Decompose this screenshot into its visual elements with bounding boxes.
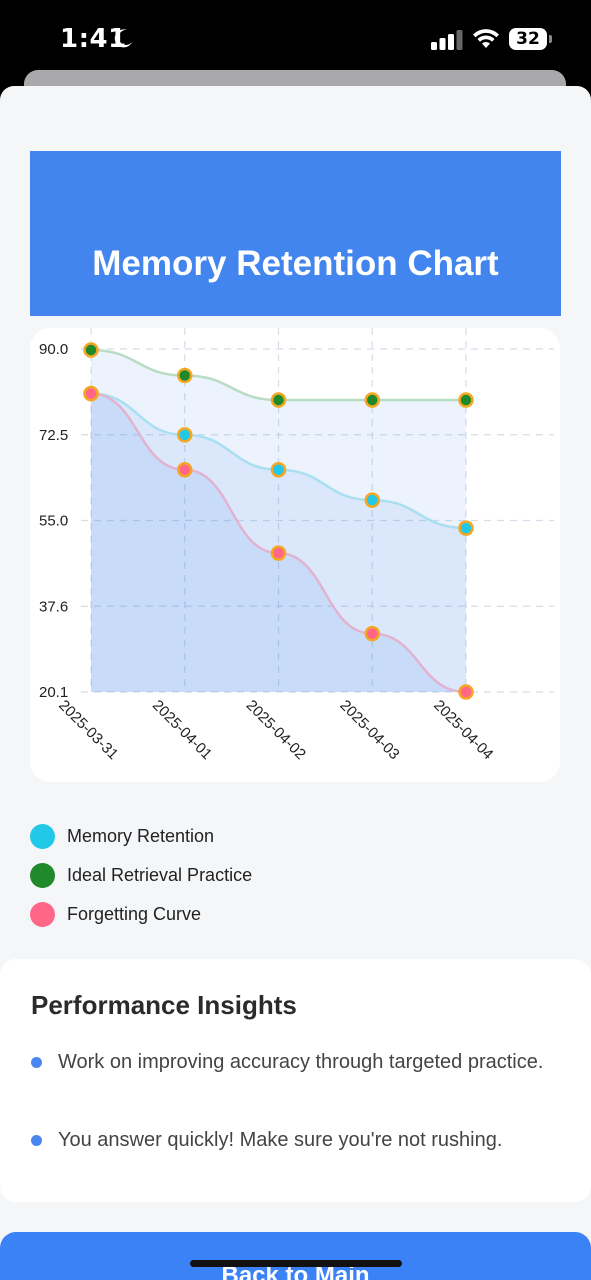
data-point[interactable] <box>458 392 474 408</box>
data-point[interactable] <box>177 367 193 384</box>
y-tick-label: 37.6 <box>39 598 68 615</box>
battery-icon: 32 <box>509 28 547 50</box>
signal-icon <box>431 30 463 50</box>
data-point[interactable] <box>83 342 99 358</box>
y-tick-label: 90.0 <box>39 341 68 358</box>
wifi-icon <box>473 29 499 48</box>
data-point[interactable] <box>270 392 287 408</box>
legend-swatch <box>30 902 55 927</box>
chart-header: Memory Retention Chart <box>30 151 561 316</box>
insights-title: Performance Insights <box>31 990 297 1020</box>
legend-label: Forgetting Curve <box>67 904 202 924</box>
x-tick-label: 2025-04-02 <box>243 697 309 763</box>
modal-sheet: Memory Retention Chart 90.0 72.5 55.0 37.6 2… <box>0 86 591 1280</box>
data-point[interactable] <box>458 684 474 700</box>
x-tick-label: 2025-04-03 <box>336 697 402 763</box>
x-tick-label: 2025-04-01 <box>149 697 215 763</box>
chart-title: Memory Retention Chart <box>92 244 499 283</box>
x-tick-label: 2025-04-04 <box>430 697 496 763</box>
y-tick-label: 55.0 <box>39 513 68 530</box>
status-bar: 1:41 32 <box>0 0 591 80</box>
legend-label: Memory Retention <box>67 826 215 846</box>
y-tick-label: 72.5 <box>39 427 68 444</box>
legend-swatch <box>30 863 55 888</box>
insight-text: Work on improving accuracy through targe… <box>58 1051 544 1073</box>
legend-swatch <box>30 824 55 849</box>
data-point[interactable] <box>364 625 380 642</box>
x-tick-label: 2025-03-31 <box>55 697 121 763</box>
legend-item-memory-retention: Memory Retention <box>30 822 330 861</box>
back-to-main-button[interactable]: Back to Main <box>0 1232 591 1280</box>
data-point[interactable] <box>270 461 287 478</box>
legend-label: Ideal Retrieval Practice <box>67 865 253 885</box>
series-area <box>91 393 466 692</box>
insight-text: You answer quickly! Make sure you're not… <box>58 1129 503 1151</box>
chart-legend: Memory Retention Ideal Retrieval Practic… <box>30 822 330 939</box>
bullet-icon <box>31 1057 42 1068</box>
battery-tip <box>549 35 552 43</box>
performance-insights-card: Performance Insights Work on improving a… <box>0 959 591 1202</box>
home-indicator[interactable] <box>190 1260 402 1267</box>
y-tick-label: 20.1 <box>39 684 68 701</box>
data-point[interactable] <box>83 385 99 402</box>
legend-item-forgetting-curve: Forgetting Curve <box>30 900 330 939</box>
chart-card: 90.0 72.5 55.0 37.6 20.1 2025-03-31 2025-04-01… <box>30 328 560 782</box>
bullet-icon <box>31 1135 42 1146</box>
legend-item-ideal-retrieval: Ideal Retrieval Practice <box>30 861 330 900</box>
data-point[interactable] <box>364 492 380 508</box>
data-point[interactable] <box>177 461 193 478</box>
data-point[interactable] <box>364 392 380 408</box>
data-point[interactable] <box>177 427 193 443</box>
data-point[interactable] <box>270 545 287 561</box>
data-point[interactable] <box>458 520 474 536</box>
moon-icon <box>114 29 132 48</box>
